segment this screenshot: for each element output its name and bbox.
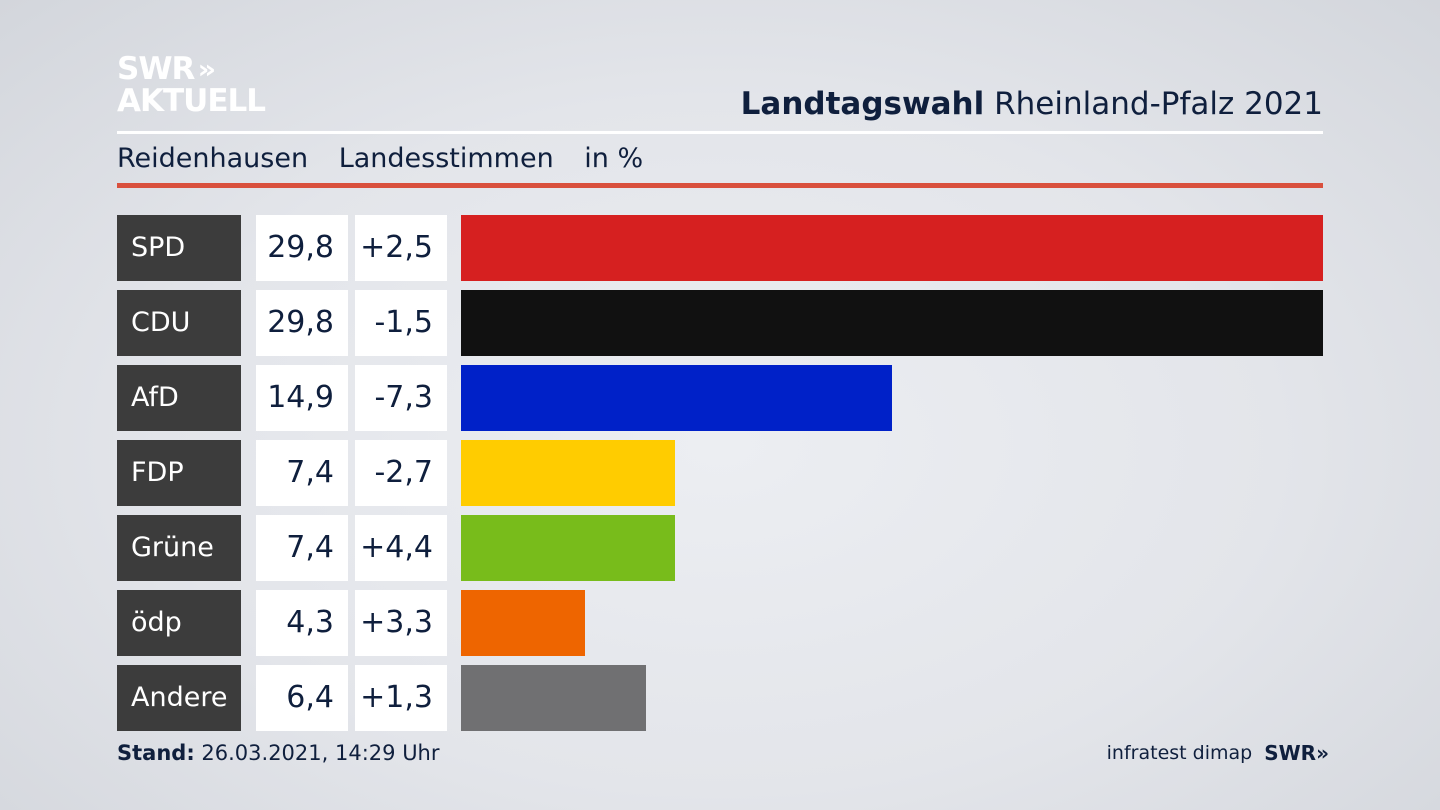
vote-share-value: 7,4 xyxy=(256,440,348,506)
footer-chevron-icon: » xyxy=(1316,741,1329,765)
party-label: Andere xyxy=(117,665,241,731)
footer-swr-text: SWR xyxy=(1264,741,1317,765)
bar xyxy=(461,515,675,581)
vote-change-value: +3,3 xyxy=(355,590,447,656)
stand-value: 26.03.2021, 14:29 Uhr xyxy=(201,741,440,765)
vote-change-value: -2,7 xyxy=(355,440,447,506)
party-label: FDP xyxy=(117,440,241,506)
bar xyxy=(461,440,675,506)
chart-row: Andere 6,4 +1,3 xyxy=(117,665,1323,731)
party-label: ödp xyxy=(117,590,241,656)
logo-aktuell-text: AKTUELL xyxy=(117,83,266,119)
vote-change-value: -7,3 xyxy=(355,365,447,431)
vote-share-value: 6,4 xyxy=(256,665,348,731)
chart-row: AfD 14,9 -7,3 xyxy=(117,365,1323,431)
logo-swr-text: SWR xyxy=(117,51,195,87)
stand-label: Stand: xyxy=(117,741,195,765)
subtitle-type: Landesstimmen xyxy=(338,143,554,174)
party-label: AfD xyxy=(117,365,241,431)
bar xyxy=(461,365,892,431)
party-label: CDU xyxy=(117,290,241,356)
vote-change-value: +1,3 xyxy=(355,665,447,731)
bar xyxy=(461,215,1323,281)
swr-aktuell-logo: SWR» AKTUELL xyxy=(117,51,266,119)
chart-row: SPD 29,8 +2,5 xyxy=(117,215,1323,281)
source-text: infratest dimap xyxy=(1106,742,1253,764)
chart-row: FDP 7,4 -2,7 xyxy=(117,440,1323,506)
vote-change-value: +4,4 xyxy=(355,515,447,581)
vote-share-value: 14,9 xyxy=(256,365,348,431)
subtitle-place: Reidenhausen xyxy=(117,143,309,174)
subtitle-unit: in % xyxy=(584,143,644,174)
footer-swr-logo: SWR» xyxy=(1264,741,1329,765)
timestamp: Stand: 26.03.2021, 14:29 Uhr xyxy=(117,741,440,765)
vote-share-value: 29,8 xyxy=(256,215,348,281)
vote-share-value: 4,3 xyxy=(256,590,348,656)
title-rest: Rheinland-Pfalz 2021 xyxy=(994,86,1323,122)
source-credit: infratest dimap SWR» xyxy=(1106,741,1329,765)
party-label: Grüne xyxy=(117,515,241,581)
subtitle-divider xyxy=(117,183,1323,188)
vote-share-value: 7,4 xyxy=(256,515,348,581)
party-label: SPD xyxy=(117,215,241,281)
vote-change-value: -1,5 xyxy=(355,290,447,356)
logo-chevron-icon: » xyxy=(198,54,216,85)
bar xyxy=(461,665,646,731)
bar xyxy=(461,590,585,656)
vote-change-value: +2,5 xyxy=(355,215,447,281)
chart-row: Grüne 7,4 +4,4 xyxy=(117,515,1323,581)
bar xyxy=(461,290,1323,356)
chart-subtitle: Reidenhausen Landesstimmen in % xyxy=(117,143,665,174)
page-title: Landtagswahl Rheinland-Pfalz 2021 xyxy=(741,86,1323,122)
chart-row: ödp 4,3 +3,3 xyxy=(117,590,1323,656)
vote-share-value: 29,8 xyxy=(256,290,348,356)
title-bold: Landtagswahl xyxy=(740,86,985,122)
header-divider xyxy=(117,131,1323,134)
chart-row: CDU 29,8 -1,5 xyxy=(117,290,1323,356)
